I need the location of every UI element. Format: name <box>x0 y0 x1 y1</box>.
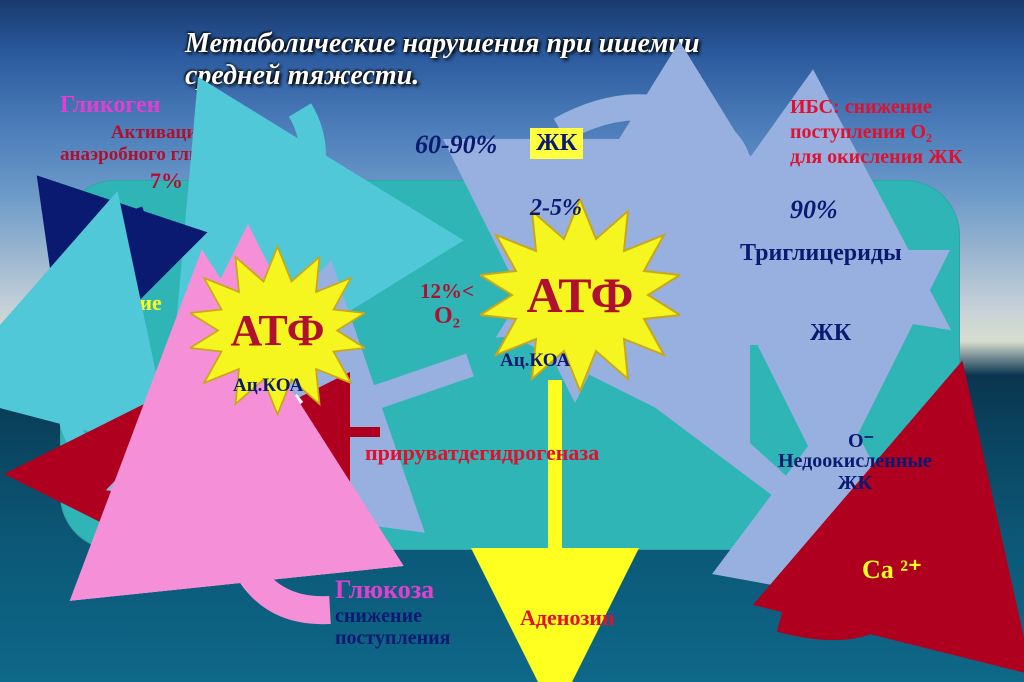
sixty-ninety-label: 60-90% <box>415 130 497 160</box>
zhk-mid-label: ЖК <box>810 320 851 347</box>
two-five-label: 2-5% <box>530 195 582 222</box>
ackoa-1-label: Ац.КОА <box>233 375 303 397</box>
zhk-top-box: ЖК <box>530 128 583 159</box>
ackoa-2-label: Ац.КОА <box>500 350 570 372</box>
adenosine-label: Аденозин <box>520 605 615 631</box>
underox-label: Недоокисленные ЖК <box>778 450 932 494</box>
arrow-ph-out <box>67 365 95 460</box>
reduction-label: снижение поступления <box>335 605 450 649</box>
pdh-label: прируватдегидрогеназа <box>365 440 599 466</box>
arrow-glucose-in <box>228 500 330 610</box>
twelve-o2-label: 12%< O₂ <box>420 280 474 329</box>
arrow-ca-curve <box>105 215 145 255</box>
atf-text-1: АТФ <box>230 305 324 356</box>
diagram-root: Метаболические нарушения при ишемии сред… <box>0 0 1024 682</box>
arrow-glycogen-down <box>290 110 313 225</box>
ibs-label: ИБС: снижение поступления О₂ для окислен… <box>790 95 962 170</box>
ca2-right-label: Ca ²⁺ <box>862 555 922 585</box>
glucose-label: Глюкоза <box>335 575 434 605</box>
trigly-label: Триглицериды <box>740 240 902 267</box>
ninety-label: 90% <box>790 195 838 225</box>
atf-text-2: АТФ <box>527 266 634 324</box>
